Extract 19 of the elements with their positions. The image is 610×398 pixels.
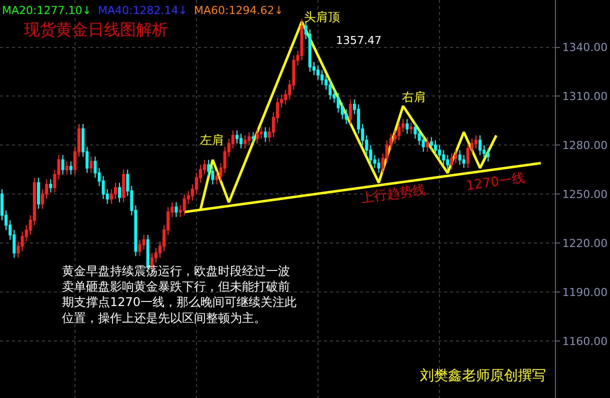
annotation: 1357.47 — [336, 34, 382, 47]
annotation: 右肩 — [402, 90, 426, 104]
y-tick-label: 1280.00 — [562, 139, 608, 152]
y-tick-label: 1190.00 — [562, 286, 608, 299]
annotation: 左肩 — [200, 133, 224, 147]
y-tick-label: 1250.00 — [562, 188, 608, 201]
y-tick-label: 1160.00 — [562, 334, 608, 348]
annotation: 1270一线 — [465, 170, 526, 194]
annotation: MA60:1294.62↓ — [194, 4, 284, 17]
y-tick-label: 1340.00 — [562, 41, 608, 54]
annotation: 头肩顶 — [304, 10, 340, 24]
annotation: 上行趋势线 — [360, 182, 427, 206]
annotation: 刘樊鑫老师原创撰写 — [420, 368, 546, 384]
annotation: MA20:1277.10↓ — [2, 4, 92, 17]
y-tick-label: 1220.00 — [562, 236, 608, 250]
annotation: MA40:1282.14↓ — [98, 4, 188, 17]
y-tick-label: 1310.00 — [562, 90, 608, 104]
annotation: 黄金早盘持续震荡运行，欧盘时段经过一波卖单砸盘影响黄金暴跌下行，但未能打破前期支撑点1270一线，那么晚间可继续关注此位置，操作上还是先以区间整顿为主。 — [62, 264, 297, 325]
text: 现货黄金日线图解析 — [24, 20, 168, 39]
